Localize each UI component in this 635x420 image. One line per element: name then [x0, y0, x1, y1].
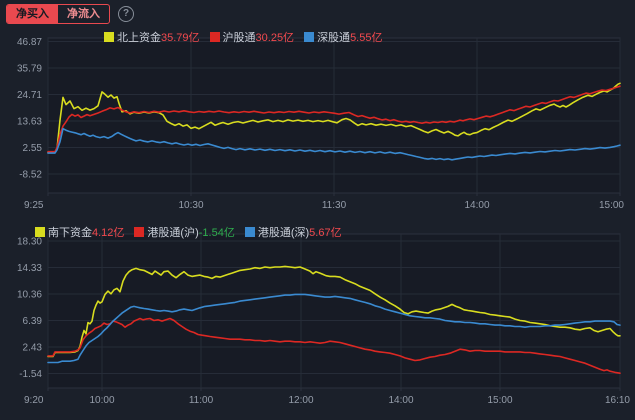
legend-item-southbound-total[interactable]: 南下资金 4.12亿 [35, 224, 124, 240]
legend-label: 港股通(深) [257, 227, 310, 239]
legend-value: -1.54亿 [198, 227, 235, 239]
south-series-line-2 [47, 293, 621, 364]
legend-item-hk-sh-connect[interactable]: 港股通(沪) -1.54亿 [134, 224, 235, 240]
south-series-line-0 [47, 265, 621, 358]
x-axis-label: 16:10 [605, 395, 630, 406]
legend-value: 30.25亿 [255, 32, 295, 44]
y-axis-label: 13.63 [17, 117, 42, 128]
legend-south: 南下资金 4.12亿 港股通(沪) -1.54亿 港股通(深) 5.67亿 [35, 224, 342, 240]
legend-item-hk-sz-connect[interactable]: 港股通(深) 5.67亿 [244, 224, 342, 240]
y-axis-label: -8.52 [19, 170, 42, 181]
legend-label: 沪股通 [222, 32, 256, 44]
tab-net-inflow[interactable]: 净流入 [58, 5, 109, 23]
legend-swatch-icon [134, 227, 145, 237]
y-axis-label: 35.79 [17, 64, 42, 75]
y-axis-label: 2.43 [23, 343, 43, 354]
x-axis-label: 11:00 [189, 395, 214, 406]
y-axis-label: 24.71 [17, 90, 42, 101]
south-series-line-1 [47, 317, 621, 375]
legend-label: 深股通 [317, 32, 351, 44]
x-axis-label: 15:00 [487, 395, 512, 406]
topbar: 净买入 净流入 ? [6, 4, 134, 24]
legend-value: 35.79亿 [161, 32, 200, 44]
x-axis-label: 14:00 [388, 395, 413, 406]
x-axis-label: 9:20 [24, 395, 44, 406]
legend-swatch-icon [244, 227, 255, 237]
tab-net-buy[interactable]: 净买入 [7, 5, 58, 23]
north-series-line-0 [47, 82, 621, 154]
legend-label: 北上资金 [117, 32, 161, 44]
y-axis-label: -1.54 [19, 369, 42, 380]
north-series-line-1 [47, 85, 621, 153]
legend-item-sz-connect[interactable]: 深股通 5.55亿 [304, 29, 382, 45]
y-axis-label: 18.30 [17, 237, 42, 248]
north-chart[interactable]: 46.87 35.79 24.71 13.63 2.55 -8.52 9:25 10:30 11… [17, 37, 624, 211]
y-axis-label: 2.55 [23, 143, 43, 154]
y-axis-label: 46.87 [17, 37, 42, 48]
x-axis-label: 10:00 [89, 395, 114, 406]
y-axis-label: 10.36 [17, 290, 42, 301]
x-axis-label: 14:00 [464, 200, 489, 211]
x-axis-label: 12:00 [288, 395, 313, 406]
y-axis-label: 6.39 [23, 316, 43, 327]
legend-item-northbound-total[interactable]: 北上资金 35.79亿 [104, 29, 200, 45]
legend-item-sh-connect[interactable]: 沪股通 30.25亿 [209, 29, 295, 45]
flow-mode-tabs: 净买入 净流入 [6, 4, 110, 24]
plot-area[interactable] [47, 233, 621, 389]
legend-value: 4.12亿 [92, 227, 125, 239]
y-axis-label: 14.33 [17, 263, 42, 274]
south-chart[interactable]: 18.30 14.33 10.36 6.39 2.43 -1.54 9:20 10:00 11:… [17, 233, 630, 406]
legend-value: 5.55亿 [350, 32, 383, 44]
legend-swatch-icon [35, 227, 45, 237]
x-axis-label: 11:30 [322, 200, 347, 211]
legend-north: 北上资金 35.79亿 沪股通 30.25亿 深股通 5.55亿 [104, 29, 382, 45]
legend-swatch-icon [209, 32, 220, 42]
legend-label: 港股通(沪) [147, 227, 199, 239]
x-axis-label: 10:30 [178, 200, 203, 211]
x-axis-label: 15:00 [599, 200, 624, 211]
x-axis-label: 9:25 [24, 200, 44, 211]
help-icon[interactable]: ? [118, 6, 134, 22]
legend-value: 5.67亿 [309, 227, 342, 239]
north-series-line-2 [47, 127, 621, 161]
legend-swatch-icon [304, 32, 315, 42]
legend-swatch-icon [104, 32, 114, 42]
legend-label: 南下资金 [48, 227, 92, 239]
